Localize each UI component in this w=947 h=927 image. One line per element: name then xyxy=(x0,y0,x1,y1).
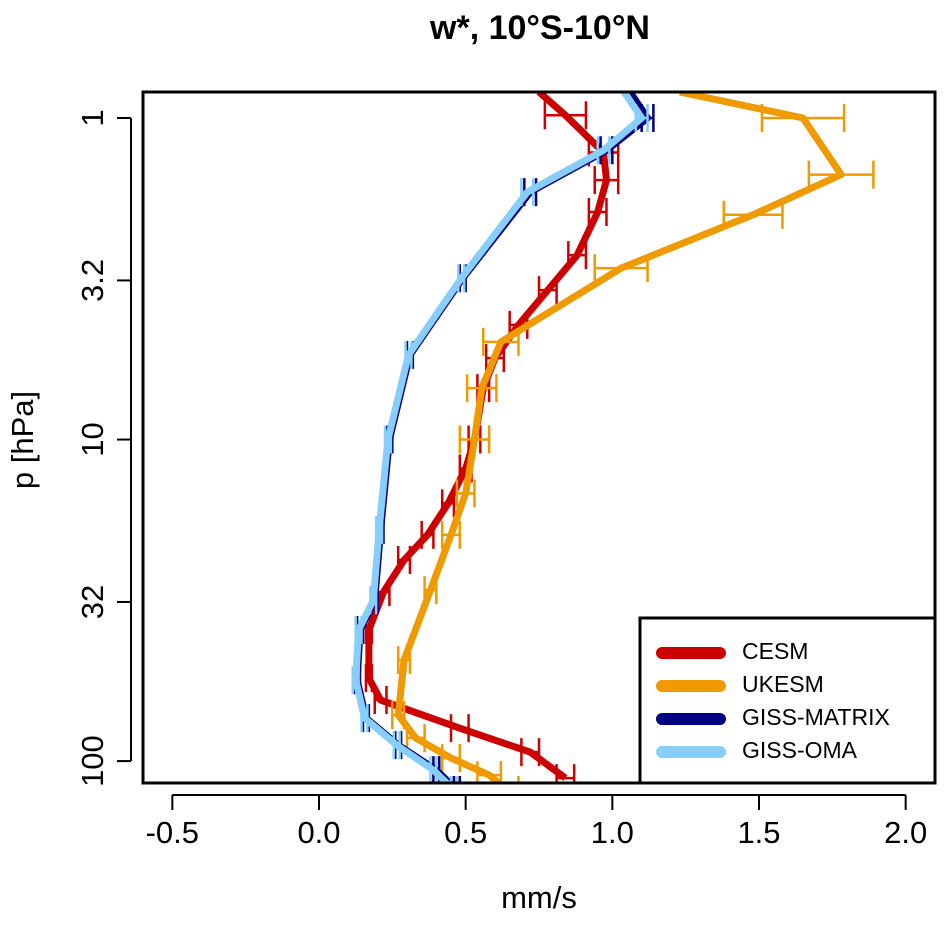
error-bar xyxy=(396,646,412,675)
error-bar xyxy=(369,586,378,615)
chart-title: w*, 10°S-10°N xyxy=(429,9,650,47)
legend-label: UKESM xyxy=(742,671,824,697)
axes: -0.5 0.0 0.5 1.0 1.5 2.0 1 3.2 10 32 100 xyxy=(75,109,927,850)
x-tick-label: 0.5 xyxy=(444,815,487,850)
error-bar xyxy=(449,775,459,783)
error-bar xyxy=(458,425,491,454)
error-bar xyxy=(593,166,620,195)
error-bar xyxy=(807,160,875,189)
error-bar xyxy=(482,327,520,356)
y-tick-label: 32 xyxy=(75,585,110,619)
plot-frame xyxy=(141,90,937,785)
legend-label: CESM xyxy=(742,638,808,664)
error-bar xyxy=(404,341,413,370)
error-bar xyxy=(440,744,462,773)
error-bar xyxy=(587,197,608,226)
y-tick-label: 3.2 xyxy=(75,259,110,302)
x-axis-label: mm/s xyxy=(501,880,577,915)
error-bar xyxy=(543,101,588,130)
error-bar xyxy=(392,731,401,760)
y-tick-label: 100 xyxy=(75,735,110,787)
x-tick-label: 1.0 xyxy=(591,815,634,850)
error-bar xyxy=(555,764,576,783)
error-bar xyxy=(520,738,541,767)
legend-label: GISS-OMA xyxy=(742,737,858,763)
error-bar xyxy=(596,136,611,165)
y-tick-label: 1 xyxy=(75,109,110,126)
y-tick-label: 10 xyxy=(75,422,110,456)
error-bar xyxy=(537,276,558,305)
plot-area xyxy=(351,92,875,783)
error-bar xyxy=(440,489,456,518)
error-bar xyxy=(760,104,846,133)
error-bar xyxy=(452,775,462,783)
error-bar xyxy=(420,520,435,549)
error-bar xyxy=(465,374,498,403)
error-bar xyxy=(364,664,374,693)
error-bar xyxy=(354,615,363,644)
error-bar xyxy=(440,520,462,549)
error-bar xyxy=(476,761,503,783)
error-bar xyxy=(722,200,784,229)
error-bar xyxy=(391,701,406,730)
error-bar xyxy=(449,714,470,743)
error-bar xyxy=(429,756,438,783)
legend: CESM UKESM GISS-MATRIX GISS-OMA xyxy=(638,616,937,785)
error-bar xyxy=(457,264,466,293)
x-tick-label: 0.0 xyxy=(297,815,340,850)
error-bar xyxy=(383,425,393,454)
error-bar xyxy=(396,546,412,575)
error-bar xyxy=(493,775,520,783)
error-bar xyxy=(351,666,360,695)
x-tick-label: 2.0 xyxy=(884,815,927,850)
x-tick-label: -0.5 xyxy=(146,815,199,850)
error-bar xyxy=(567,241,588,270)
x-tick-label: 1.5 xyxy=(737,815,780,850)
error-bar xyxy=(634,104,649,133)
error-bar xyxy=(455,479,476,508)
legend-label: GISS-MATRIX xyxy=(742,704,890,730)
error-bar xyxy=(374,515,384,544)
error-bar xyxy=(520,178,535,207)
error-bar xyxy=(360,704,369,733)
error-bar xyxy=(593,254,649,283)
error-bar xyxy=(423,576,438,605)
y-axis-label: p [hPa] xyxy=(5,391,40,489)
error-bar xyxy=(373,686,388,715)
